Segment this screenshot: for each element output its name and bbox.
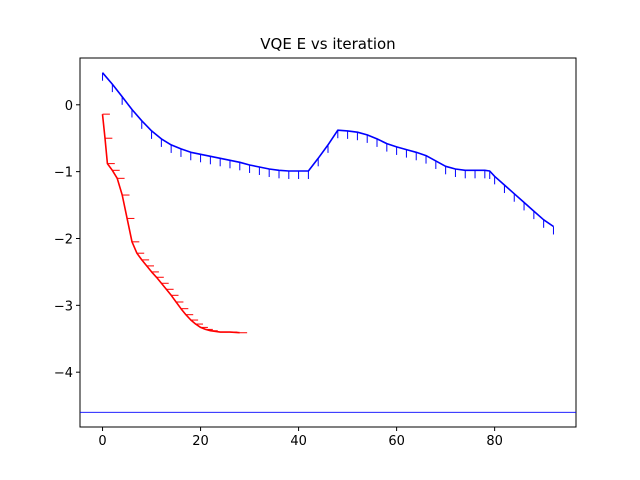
y-tick-label: −3: [54, 299, 73, 314]
y-tick-label: −2: [54, 232, 73, 247]
plot-area-frame: [79, 57, 577, 428]
chart-title: VQE E vs iteration: [260, 35, 395, 53]
x-tick-label: 80: [486, 434, 503, 449]
series-line-1: [101, 72, 554, 228]
y-tick-label: −4: [54, 366, 73, 381]
y-tick-label: 0: [65, 99, 73, 114]
x-tick-label: 0: [98, 434, 106, 449]
series-line-2: [101, 114, 240, 334]
x-tick-label: 40: [290, 434, 307, 449]
x-tick-label: 60: [388, 434, 405, 449]
x-tick-label: 20: [192, 434, 209, 449]
chart-marks: 0 20 40 60 80 0 −1 −2 −3 −4: [54, 72, 576, 449]
y-tick-label: −1: [54, 166, 73, 181]
